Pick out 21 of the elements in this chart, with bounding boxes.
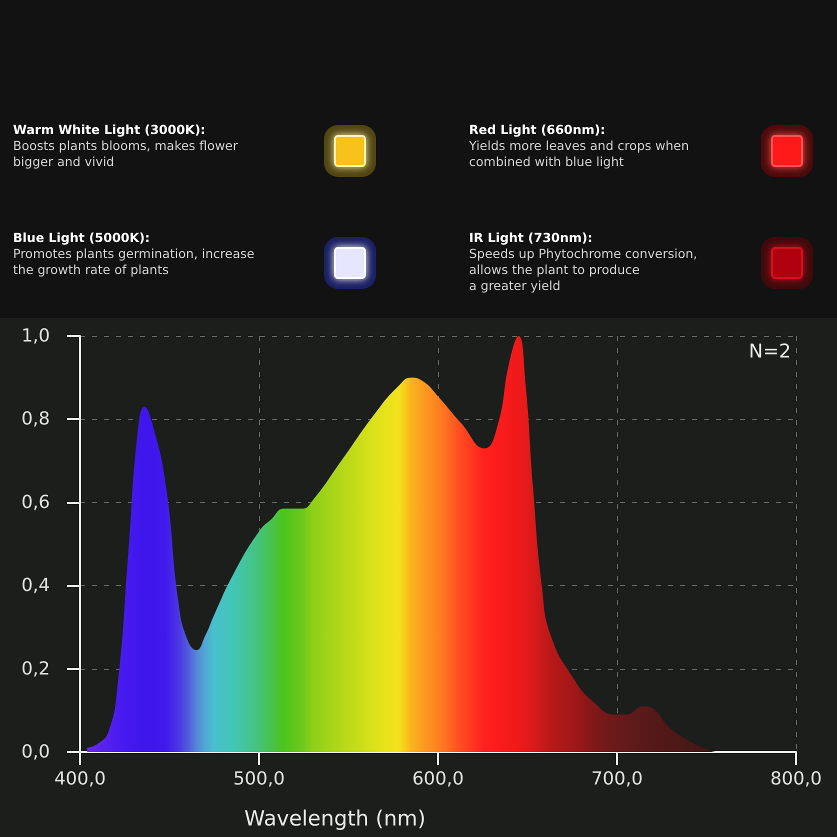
y-tick-label: 0,6 [21, 492, 50, 513]
x-tick-label: 700,0 [591, 768, 643, 790]
x-tick-label: 800,0 [770, 768, 822, 790]
x-tick-label: 400,0 [54, 768, 106, 790]
text: Blue Light (5000K): [13, 230, 151, 246]
text: Warm White Light (3000K): [13, 122, 206, 138]
x-tick-label: 600,0 [412, 768, 464, 790]
text: Promotes plants germination, increase the growth rate of plants [13, 246, 254, 278]
text: Yields more leaves and crops when combined with blue light [469, 138, 690, 170]
y-tick-label: 1,0 [21, 326, 50, 346]
x-axis-title: Wavelength (nm) [244, 806, 426, 830]
text: Boosts plants blooms, makes flower bigger and vivid [13, 138, 238, 170]
y-tick-label: 0,8 [21, 408, 50, 430]
x-tick-label: 500,0 [233, 768, 285, 790]
annotation: N=2 [748, 340, 792, 362]
y-tick-label: 0,4 [21, 575, 50, 596]
text: Red Light (660nm): [469, 122, 606, 138]
y-tick-label: 0,2 [21, 658, 50, 680]
text: IR Light (730nm): [469, 230, 594, 246]
text: Speeds up Phytochrome conversion, allows the plant to produce a greater yield [469, 246, 698, 294]
y-tick-label: 0,0 [21, 742, 50, 762]
